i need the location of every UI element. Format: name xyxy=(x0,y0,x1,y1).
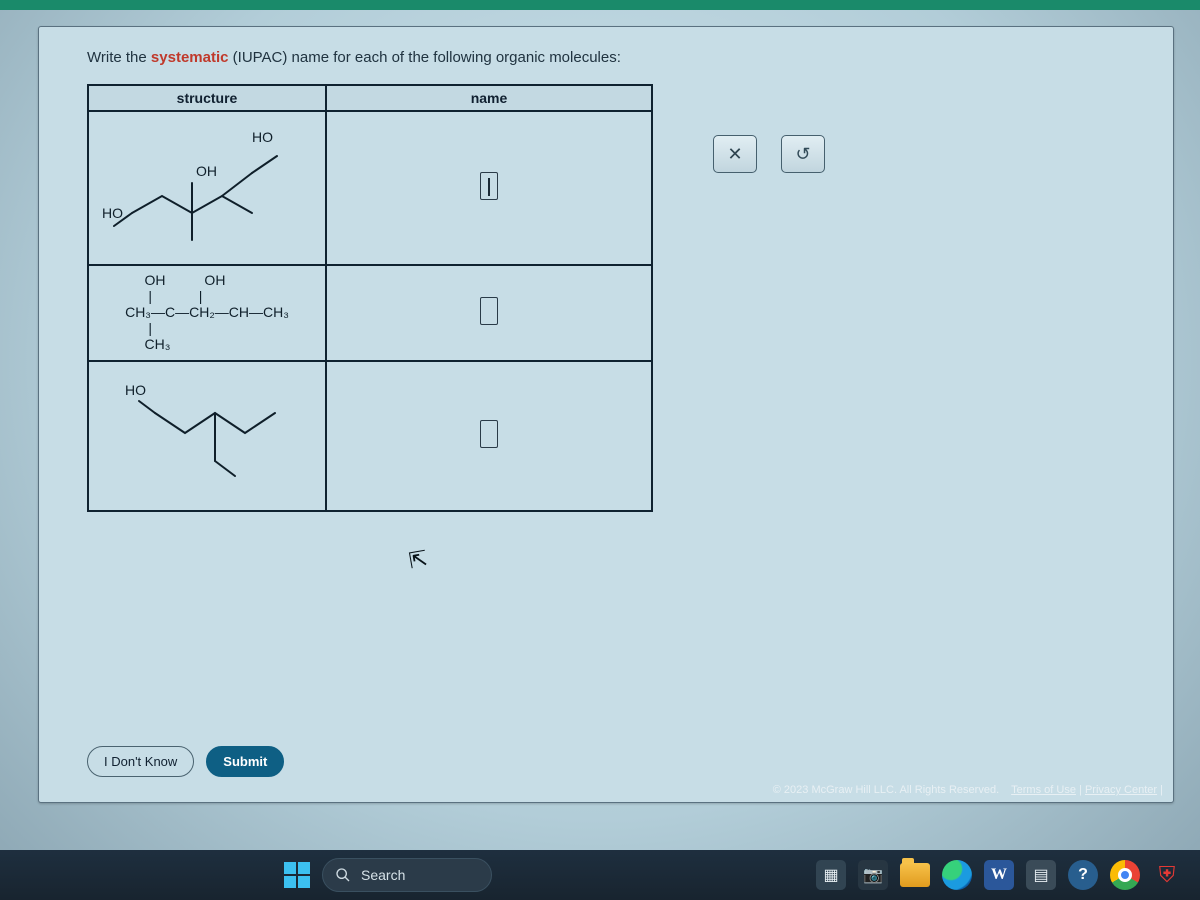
privacy-link[interactable]: Privacy Center xyxy=(1085,784,1157,796)
name-input-3[interactable] xyxy=(480,420,498,448)
formula-line: OH OH xyxy=(125,272,289,288)
start-button[interactable] xyxy=(280,858,314,892)
windows-taskbar: Search ▦ 📷 W ▤ ? ⛨ xyxy=(0,850,1200,900)
formula-line: | | xyxy=(125,288,289,304)
taskbar-camera-icon[interactable]: 📷 xyxy=(858,860,888,890)
reset-icon: ↺ xyxy=(795,144,810,165)
prompt-text-suffix: (IUPAC) name for each of the following o… xyxy=(228,49,620,66)
name-input-1[interactable] xyxy=(480,172,498,200)
name-cell-3 xyxy=(326,361,652,511)
col-header-name: name xyxy=(326,85,652,111)
prompt-text-prefix: Write the xyxy=(87,49,151,66)
footer-sep: | xyxy=(1160,784,1163,796)
clear-button[interactable]: ✕ xyxy=(713,135,757,173)
terms-link[interactable]: Terms of Use xyxy=(1011,784,1076,796)
footer-copyright: © 2023 McGraw Hill LLC. All Rights Reser… xyxy=(773,784,1163,796)
prompt-keyword: systematic xyxy=(151,49,229,66)
search-label: Search xyxy=(361,867,405,883)
taskbar-edge-icon[interactable] xyxy=(942,860,972,890)
question-prompt: Write the systematic (IUPAC) name for ea… xyxy=(87,49,1125,66)
window-top-accent xyxy=(0,0,1200,10)
formula-line: CH₃—C—CH₂—CH—CH₃ xyxy=(125,304,289,320)
taskbar-app-icon[interactable]: ▦ xyxy=(816,860,846,890)
question-side-controls: ✕ ↺ xyxy=(713,135,825,173)
label-ho-top: HO xyxy=(252,129,273,145)
taskbar-search[interactable]: Search xyxy=(322,858,492,892)
col-header-structure: structure xyxy=(88,85,326,111)
structure-cell-2: OH OH | | CH₃—C—CH₂—CH—CH₃ | CH₃ xyxy=(88,265,326,361)
copyright-text: © 2023 McGraw Hill LLC. All Rights Reser… xyxy=(773,784,999,796)
close-icon: ✕ xyxy=(727,144,742,165)
question-panel: Write the systematic (IUPAC) name for ea… xyxy=(38,26,1174,803)
molecule-condensed-2: OH OH | | CH₃—C—CH₂—CH—CH₃ | CH₃ xyxy=(125,272,289,352)
structure-name-table: structure name xyxy=(87,84,653,512)
molecule-skeletal-3: HO xyxy=(107,371,307,501)
table-row: HO xyxy=(88,361,652,511)
name-cell-2 xyxy=(326,265,652,361)
taskbar-help-icon[interactable]: ? xyxy=(1068,860,1098,890)
formula-line: CH₃ xyxy=(125,336,289,352)
taskbar-mcafee-icon[interactable]: ⛨ xyxy=(1152,860,1182,890)
structure-cell-3: HO xyxy=(88,361,326,511)
taskbar-chrome-icon[interactable] xyxy=(1110,860,1140,890)
table-row: OH OH | | CH₃—C—CH₂—CH—CH₃ | CH₃ xyxy=(88,265,652,361)
label-oh-mid: OH xyxy=(196,163,217,179)
name-input-2[interactable] xyxy=(480,297,498,325)
structure-cell-1: HO OH HO xyxy=(88,111,326,265)
bottom-action-bar: I Don't Know Submit xyxy=(87,746,284,777)
reset-button[interactable]: ↺ xyxy=(781,135,825,173)
label-ho-left: HO xyxy=(102,205,123,221)
i-dont-know-button[interactable]: I Don't Know xyxy=(87,746,194,777)
submit-button[interactable]: Submit xyxy=(206,746,284,777)
taskbar-calculator-icon[interactable]: ▤ xyxy=(1026,860,1056,890)
mouse-cursor-icon: ⇱ xyxy=(407,546,430,575)
taskbar-file-explorer-icon[interactable] xyxy=(900,863,930,887)
molecule-skeletal-1: HO OH HO xyxy=(102,118,312,258)
label-ho: HO xyxy=(125,382,146,398)
name-cell-1 xyxy=(326,111,652,265)
formula-line: | xyxy=(125,320,289,336)
taskbar-word-icon[interactable]: W xyxy=(984,860,1014,890)
search-icon xyxy=(335,867,351,883)
table-row: HO OH HO xyxy=(88,111,652,265)
